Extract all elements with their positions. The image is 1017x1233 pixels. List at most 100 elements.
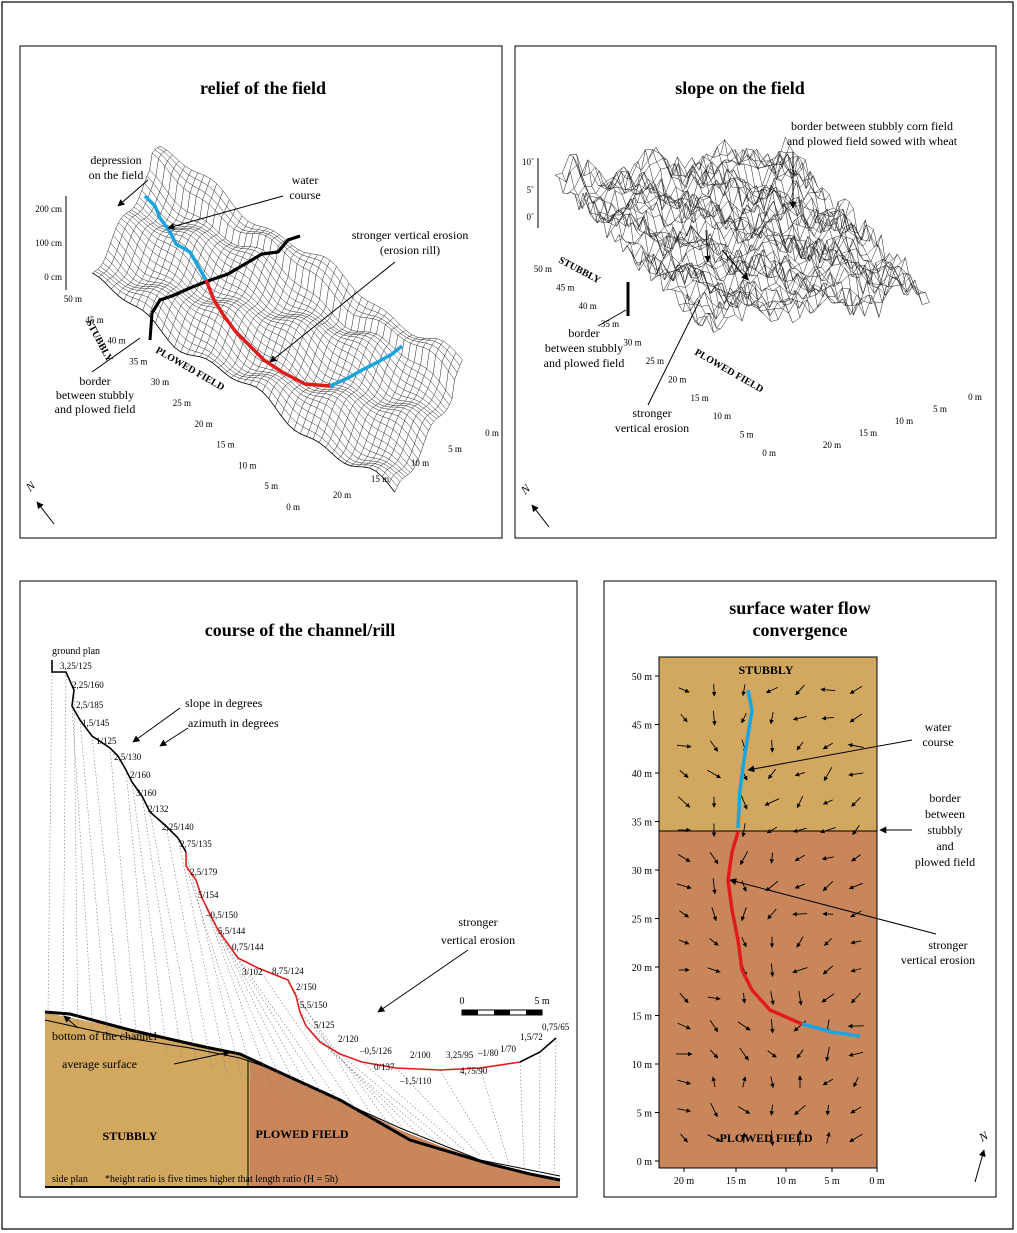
slope-x-tick: 15 m [859,428,877,438]
flow-plowed-label: PLOWED FIELD [719,1131,812,1145]
flow-arrow [678,687,690,693]
channel-point-label: 0,75/144 [232,942,264,952]
channel-average-label: average surface [62,1057,137,1071]
channel-point-label: 2,5/185 [76,700,104,710]
relief-erosion-arrow [269,261,396,363]
channel-point-label: 2,25/160 [72,680,104,690]
flow-panel: surface water flow convergence STUBBLY P… [603,580,997,1198]
slope-terrain-mesh [554,137,930,333]
flow-arrow [707,769,721,779]
flow-arrow [851,854,861,862]
flow-arrow [798,990,803,1006]
slope-y-tick: 10 m [713,411,731,421]
slope-x-tick: 10 m [895,416,913,426]
channel-stronger-2: vertical erosion [441,933,515,947]
projection-line [479,1067,510,1166]
relief-border-leader [91,337,141,373]
flow-arrow [822,965,834,975]
projection-line [131,781,168,1054]
flow-water-arrow [747,739,913,773]
channel-point-label: 8,75/124 [272,966,304,976]
channel-course-end [519,1037,557,1063]
relief-y-tick: 45 m [86,315,104,325]
flow-arrow [847,743,864,748]
channel-slope-label: slope in degrees [185,696,263,710]
projection-line [217,929,317,1103]
flow-arrow [737,1106,751,1114]
slope-z-tick: 0˚ [527,212,535,222]
flow-erosion-label-2: vertical erosion [901,953,975,967]
flow-arrow [820,687,836,692]
flow-arrow [677,796,691,808]
projection-line [519,1061,525,1171]
projection-line [71,705,93,1029]
slope-x-tick: 0 m [968,392,982,402]
flow-arrow [707,1134,721,1142]
flow-arrow [826,1131,831,1144]
slope-arrow-a [704,229,712,263]
slope-panel: slope on the field border between stubbl… [514,45,997,539]
flow-arrow [851,797,861,807]
flow-arrow [741,1132,747,1144]
channel-slope-arrow [132,707,181,743]
relief-water-course-lower [329,344,404,388]
flow-arrow [770,1019,775,1034]
flow-arrow [794,1104,806,1116]
channel-point-label: 4,75/90 [460,1066,488,1076]
flow-arrow [741,880,747,892]
projection-line [149,811,198,1063]
flow-arrow [821,715,835,721]
slope-border-top-2: and plowed field sowed with wheat [787,134,958,148]
flow-stubbly-label: STUBBLY [739,663,794,677]
flow-arrow [741,992,747,1004]
flow-arrow [769,963,775,978]
projection-line [125,769,153,1049]
slope-erosion-label-2: vertical erosion [615,421,689,435]
channel-point-label: 5,5/150 [300,1000,328,1010]
flow-title-2: convergence [753,620,848,640]
slope-z-tick: 10˚ [522,157,534,167]
flow-arrow [739,1047,749,1061]
svg-text:and: and [936,839,953,853]
flow-arrow [792,715,807,721]
flow-arrow [825,1104,831,1116]
channel-point-label: 2,75/135 [180,839,212,849]
relief-y-tick: 25 m [173,398,191,408]
projection-line [439,1069,495,1161]
flow-arrow [824,938,832,946]
channel-panel: course of the channel/rill ground plan 3… [19,580,578,1198]
relief-depression-label-2: on the field [89,168,144,182]
flow-arrow [768,768,776,780]
relief-x-tick: 15 m [371,474,389,484]
projection-line [319,1041,436,1142]
relief-border-label-3: and plowed field [55,402,136,416]
channel-point-label: 2/120 [338,1034,359,1044]
channel-point-label: 2,5/130 [114,752,142,762]
projection-line [47,671,53,1015]
slope-y-tick: 30 m [623,338,641,348]
flow-y-tick: 45 m [632,721,653,732]
relief-erosion-rill [204,279,331,388]
channel-point-labels: 3,25/125 2,25/160 2,5/185 1,5/145 1/125 2,5/1… [60,661,570,1086]
channel-point-label: 2/150 [296,982,317,992]
flow-arrow [792,967,808,974]
flow-arrow [850,1106,862,1114]
slope-y-tick: 15 m [691,393,709,403]
flow-arrow [821,993,835,1003]
projection-line [201,897,287,1093]
channel-point-label: 3,25/125 [60,661,92,671]
slope-border-label-1: border [568,326,599,340]
flow-arrow [709,1019,719,1033]
flow-arrow [676,883,692,890]
flow-arrow [794,771,805,777]
flow-arrow [677,1079,692,1085]
channel-point-label: 1/125 [96,736,117,746]
flow-y-tick: 15 m [632,1012,653,1023]
flow-arrow [740,907,747,922]
flow-north-arrow [974,1149,986,1183]
flow-arrow [848,772,864,777]
channel-side-plan: side plan [52,1174,88,1185]
flow-y-tick: 35 m [632,818,653,829]
relief-north-arrow [36,501,55,525]
flow-y-tick: 50 m [632,672,653,683]
